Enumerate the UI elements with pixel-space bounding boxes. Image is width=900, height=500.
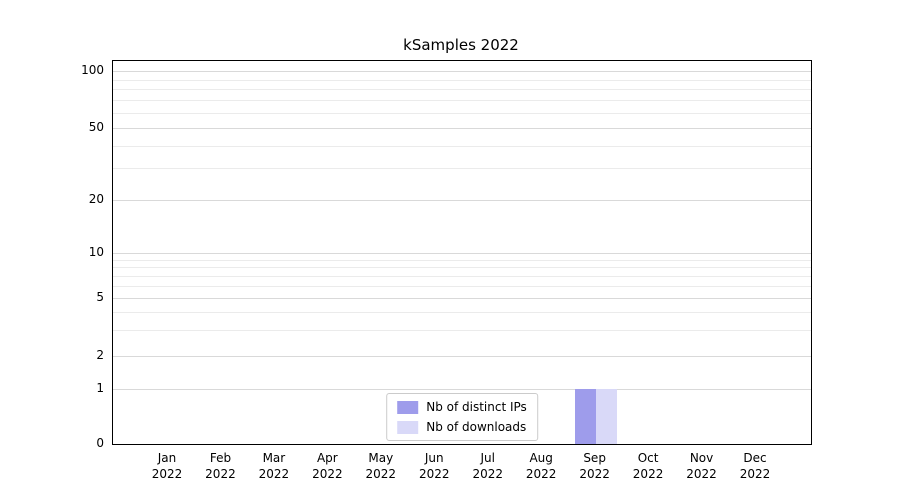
y-tick-label: 0 [96,436,104,450]
x-tick-label: Feb 2022 [205,451,236,482]
gridline-minor [113,259,811,261]
legend-label: Nb of distinct IPs [426,400,527,414]
gridline-major [113,128,811,130]
gridline-minor [113,145,811,147]
legend-item: Nb of distinct IPs [397,400,527,414]
plot-area: Nb of distinct IPs Nb of downloads [112,60,812,445]
x-tick-label: Jul 2022 [472,451,503,482]
gridline-minor [113,79,811,81]
x-tick-label: Oct 2022 [632,451,664,482]
gridline-major [113,388,811,390]
y-tick-label: 1 [96,380,104,395]
gridline-major [113,298,811,300]
x-tick-label: Nov 2022 [686,451,717,482]
x-tick-label: Jun 2022 [418,451,450,482]
x-tick-label: Mar 2022 [258,451,290,482]
x-tick-label: Jan 2022 [151,451,183,482]
gridline-minor [113,113,811,115]
x-tick-label: Aug 2022 [525,451,557,482]
bar [574,388,596,444]
gridline-minor [113,286,811,288]
legend-swatch [397,420,419,434]
y-tick-label: 50 [88,120,104,135]
gridline-minor [113,330,811,332]
legend-swatch [397,400,419,414]
gridline-minor [113,312,811,314]
y-tick-label: 5 [96,290,104,305]
gridline-major [113,200,811,202]
x-tick-label: Dec 2022 [739,451,771,482]
gridline-minor [113,100,811,102]
legend-label: Nb of downloads [426,420,527,434]
y-tick-label: 10 [88,244,104,259]
legend: Nb of distinct IPs Nb of downloads [386,393,538,441]
y-tick-label: 20 [88,192,104,207]
gridline-major [113,355,811,357]
legend-item: Nb of downloads [397,420,527,434]
gridline-minor [113,276,811,278]
gridline-major [113,252,811,254]
gridline-minor [113,267,811,269]
x-tick-label: May 2022 [365,451,397,482]
gridline-major [113,70,811,72]
y-tick-label: 2 [96,347,104,362]
x-tick-label: Apr 2022 [312,451,343,482]
chart-title: kSamples 2022 [403,36,519,54]
x-tick-label: Sep 2022 [579,451,610,482]
gridline-minor [113,89,811,91]
gridline-minor [113,168,811,170]
y-tick-label: 100 [81,62,104,77]
bar [595,388,617,444]
